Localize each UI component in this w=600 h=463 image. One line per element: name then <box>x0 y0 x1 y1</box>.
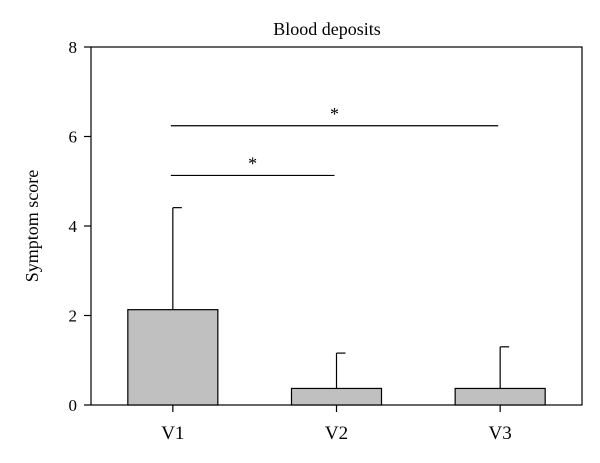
bar-v2 <box>290 387 383 406</box>
x-tick-label: V3 <box>489 423 512 444</box>
bars <box>127 309 546 406</box>
y-tick-label: 0 <box>69 396 78 415</box>
significance-marker: * <box>248 153 257 173</box>
y-tick-label: 4 <box>69 217 78 236</box>
significance-annotations: ** <box>170 104 499 177</box>
chart-title: Blood deposits <box>273 19 381 39</box>
x-axis-ticks: V1 V2 V3 <box>161 405 512 444</box>
bar-v3 <box>454 387 546 406</box>
x-tick-label: V2 <box>325 423 348 444</box>
y-tick-label: 6 <box>69 128 78 147</box>
y-tick-label: 8 <box>69 38 78 57</box>
x-tick-label: V1 <box>161 423 184 444</box>
bar-v1 <box>127 309 219 406</box>
y-axis-ticks: 0 2 4 6 8 <box>69 38 91 415</box>
error-bars <box>172 207 510 389</box>
significance-marker: * <box>330 104 339 124</box>
y-tick-label: 2 <box>69 307 78 326</box>
y-axis-label: Symptom score <box>22 170 42 283</box>
